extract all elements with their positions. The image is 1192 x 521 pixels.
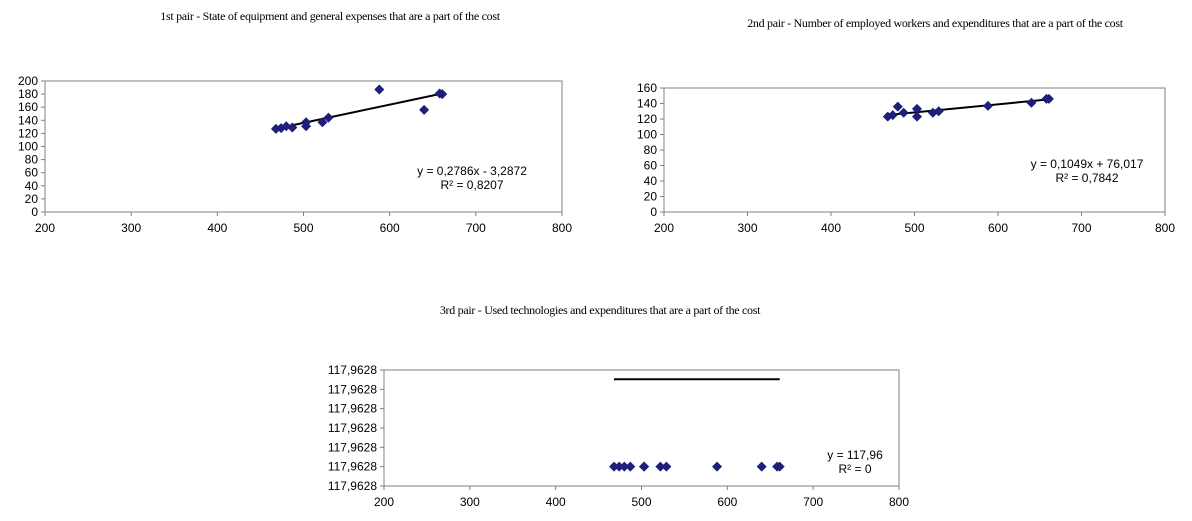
chart2-y-tick-label: 140 xyxy=(637,97,657,111)
chart1-data-point xyxy=(323,112,334,123)
chart3-data-point xyxy=(614,461,625,472)
chart1-y-tick-label: 40 xyxy=(25,179,39,193)
chart2-title: 2nd pair - Number of employed workers an… xyxy=(747,16,1123,30)
chart2-y-tick-label: 160 xyxy=(637,81,657,95)
chart1-x-tick-label: 200 xyxy=(35,221,55,235)
chart3-data-point xyxy=(655,461,666,472)
chart3-plot: 200 300 400 500 600 700 800 117,9628 117,9628 117… xyxy=(328,363,910,509)
chart3-y-tick-label: 117,9628 xyxy=(328,421,377,435)
chart2-r-squared: R² = 0,7842 xyxy=(1055,171,1118,185)
chart3-data-point xyxy=(756,461,767,472)
chart3-data-point xyxy=(639,461,650,472)
chart2-y-tick-label: 120 xyxy=(637,112,657,126)
chart3-data-point xyxy=(661,461,672,472)
chart3-title: 3rd pair - Used technologies and expendi… xyxy=(439,303,761,317)
chart1-y-tick-label: 20 xyxy=(25,192,39,206)
chart2-data-point xyxy=(892,101,903,112)
chart1-x-tick-label: 600 xyxy=(380,221,400,235)
chart2-y-tick-label: 80 xyxy=(644,143,658,157)
chart3-data-point xyxy=(712,461,723,472)
chart2-data-point xyxy=(1043,93,1054,104)
chart1-y-tick-label: 60 xyxy=(25,166,39,180)
chart3-data-point xyxy=(774,461,785,472)
chart3-data-point xyxy=(609,461,620,472)
chart2-trendline xyxy=(887,98,1050,117)
chart1-data-point xyxy=(374,84,385,95)
chart1-x-tick-label: 500 xyxy=(293,221,313,235)
chart3-r-squared: R² = 0 xyxy=(838,462,871,476)
chart2-x-tick-label: 700 xyxy=(1071,221,1091,235)
chart3-y-tick-label: 117,9628 xyxy=(328,479,377,493)
chart2-data-point xyxy=(912,103,923,114)
chart1-y-tick-label: 180 xyxy=(18,87,38,101)
chart3-y-tick-label: 117,9628 xyxy=(328,363,377,377)
chart1-y-tick-label: 200 xyxy=(18,74,38,88)
chart2-data-point xyxy=(1026,97,1037,108)
chart1-y-tick-label: 80 xyxy=(25,153,39,167)
chart2-y-tick-label: 0 xyxy=(650,205,657,219)
chart2-x-tick-label: 200 xyxy=(654,221,674,235)
chart1-y-tick-label: 120 xyxy=(18,126,38,140)
chart2-x-tick-label: 400 xyxy=(821,221,841,235)
chart1-y-tick-label: 0 xyxy=(31,205,38,219)
chart2-data-point xyxy=(887,110,898,121)
chart2-x-tick-label: 300 xyxy=(737,221,757,235)
chart1-r-squared: R² = 0,8207 xyxy=(440,178,503,192)
chart2-data-point xyxy=(912,111,923,122)
chart1-data-point xyxy=(437,89,448,100)
chart1-plot: 200 300 400 500 600 700 8000204060801001201401… xyxy=(18,74,572,235)
chart1-x-tick-label: 700 xyxy=(466,221,486,235)
chart1-y-tick-label: 160 xyxy=(18,100,38,114)
chart3-x-tick-label: 200 xyxy=(374,495,394,509)
chart1-title: 1st pair - State of equipment and genera… xyxy=(160,9,500,23)
chart3-x-tick-label: 800 xyxy=(889,495,909,509)
chart3-x-tick-label: 400 xyxy=(546,495,566,509)
chart3-x-tick-label: 700 xyxy=(803,495,823,509)
chart2-x-tick-label: 500 xyxy=(904,221,924,235)
chart1-data-point xyxy=(301,121,312,132)
chart3-equation: y = 117,96 xyxy=(827,448,883,462)
chart3-data-point xyxy=(625,461,636,472)
chart2-y-tick-label: 100 xyxy=(637,128,657,142)
chart1-x-tick-label: 400 xyxy=(207,221,227,235)
chart1-data-point xyxy=(287,122,298,133)
chart3-y-tick-label: 117,9628 xyxy=(328,440,377,454)
chart3-x-tick-label: 500 xyxy=(631,495,651,509)
chart2-y-tick-label: 60 xyxy=(644,159,658,173)
chart1-y-tick-label: 100 xyxy=(18,140,38,154)
chart1-trendline xyxy=(275,92,443,130)
chart1-x-tick-label: 300 xyxy=(121,221,141,235)
chart1-data-point xyxy=(281,121,292,132)
chart3-y-tick-label: 117,9628 xyxy=(328,460,377,474)
chart1-x-tick-label: 800 xyxy=(552,221,572,235)
chart2-data-point xyxy=(898,107,909,118)
chart3-y-tick-label: 117,9628 xyxy=(328,382,377,396)
chart2-y-tick-label: 20 xyxy=(644,190,658,204)
chart2-data-point xyxy=(982,100,993,111)
chart2-x-tick-label: 600 xyxy=(988,221,1008,235)
chart2-x-tick-label: 800 xyxy=(1155,221,1175,235)
chart2-data-point xyxy=(933,106,944,117)
chart2-equation: y = 0,1049x + 76,017 xyxy=(1031,157,1144,171)
chart1-y-tick-label: 140 xyxy=(18,113,38,127)
chart3-x-tick-label: 600 xyxy=(717,495,737,509)
chart1-data-point xyxy=(419,104,430,115)
chart1-data-point xyxy=(317,117,328,128)
chart1-equation: y = 0,2786x - 3,2872 xyxy=(417,164,527,178)
chart3-data-point xyxy=(619,461,630,472)
chart1-plot-frame xyxy=(44,80,563,213)
chart3-y-tick-label: 117,9628 xyxy=(328,402,377,416)
chart2-y-tick-label: 40 xyxy=(644,174,658,188)
chart3-x-tick-label: 300 xyxy=(460,495,480,509)
